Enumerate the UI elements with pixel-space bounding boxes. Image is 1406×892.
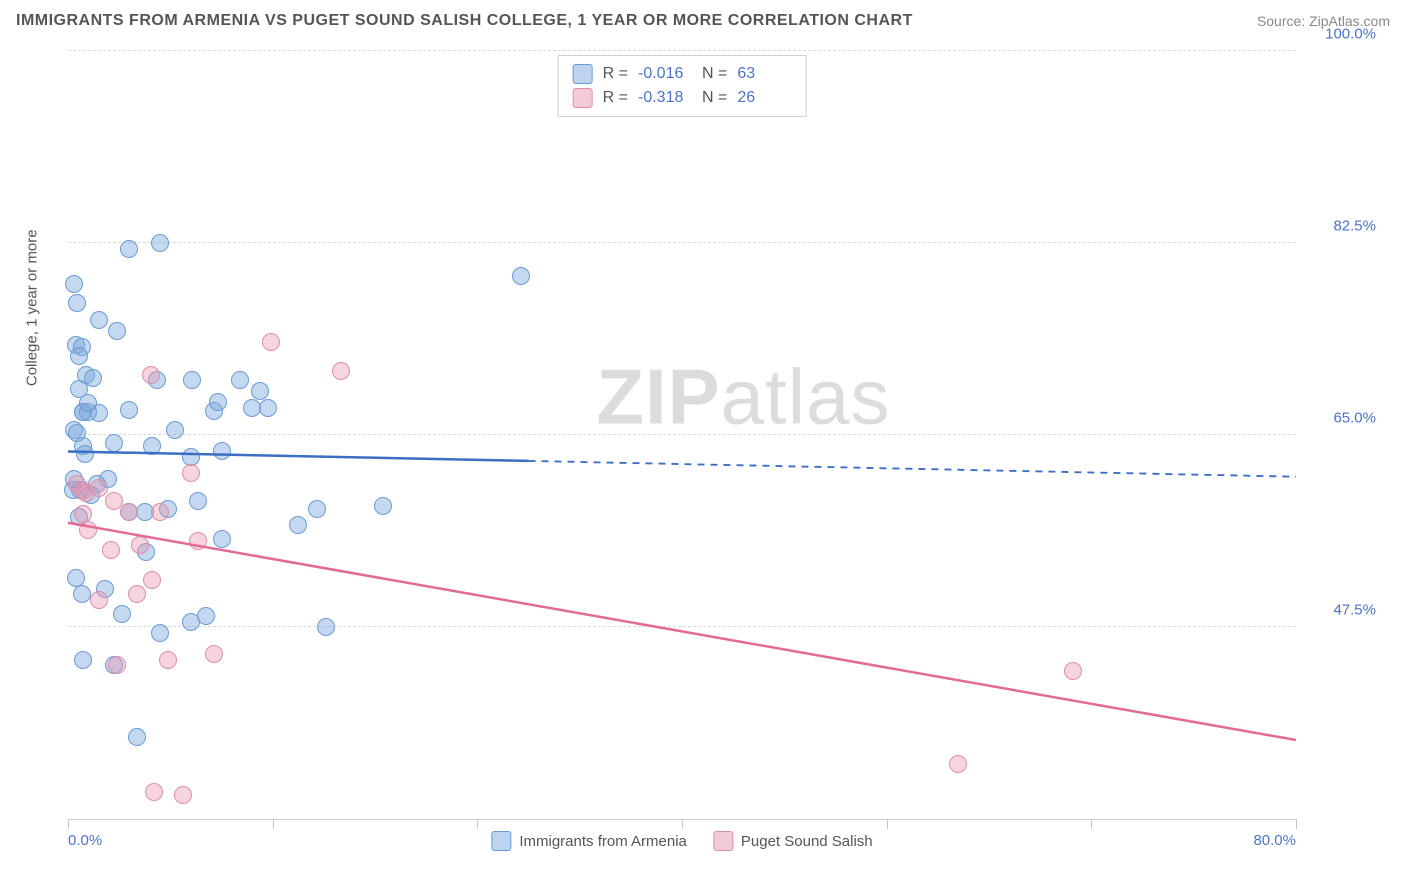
x-tick bbox=[273, 819, 274, 829]
legend-swatch bbox=[713, 831, 733, 851]
x-tick bbox=[1091, 819, 1092, 829]
y-tick-label: 82.5% bbox=[1306, 218, 1376, 235]
chart-container: College, 1 year or more ZIPatlas R =-0.0… bbox=[20, 50, 1386, 862]
legend-series-item: Puget Sound Salish bbox=[713, 831, 873, 851]
trend-line-solid bbox=[68, 451, 529, 460]
x-tick-label: 80.0% bbox=[1253, 832, 1296, 849]
x-tick bbox=[682, 819, 683, 829]
legend-series-label: Puget Sound Salish bbox=[741, 833, 873, 850]
chart-title: IMMIGRANTS FROM ARMENIA VS PUGET SOUND S… bbox=[16, 12, 913, 30]
scatter-plot: ZIPatlas R =-0.016N =63R =-0.318N =26 Im… bbox=[68, 50, 1296, 820]
series-legend: Immigrants from Armenia Puget Sound Salis… bbox=[491, 831, 872, 851]
trend-lines bbox=[68, 51, 1296, 819]
x-tick-label: 0.0% bbox=[68, 832, 102, 849]
y-tick-label: 100.0% bbox=[1306, 26, 1376, 43]
legend-series-label: Immigrants from Armenia bbox=[519, 833, 687, 850]
x-tick bbox=[887, 819, 888, 829]
x-tick bbox=[477, 819, 478, 829]
y-axis-label: College, 1 year or more bbox=[24, 229, 41, 386]
trend-line-dashed bbox=[529, 461, 1297, 477]
x-tick bbox=[1296, 819, 1297, 829]
y-tick-label: 47.5% bbox=[1306, 602, 1376, 619]
trend-line-solid bbox=[68, 523, 1296, 740]
source-label: Source: bbox=[1257, 13, 1305, 29]
legend-swatch bbox=[491, 831, 511, 851]
y-tick-label: 65.0% bbox=[1306, 410, 1376, 427]
x-tick bbox=[68, 819, 69, 829]
legend-series-item: Immigrants from Armenia bbox=[491, 831, 687, 851]
